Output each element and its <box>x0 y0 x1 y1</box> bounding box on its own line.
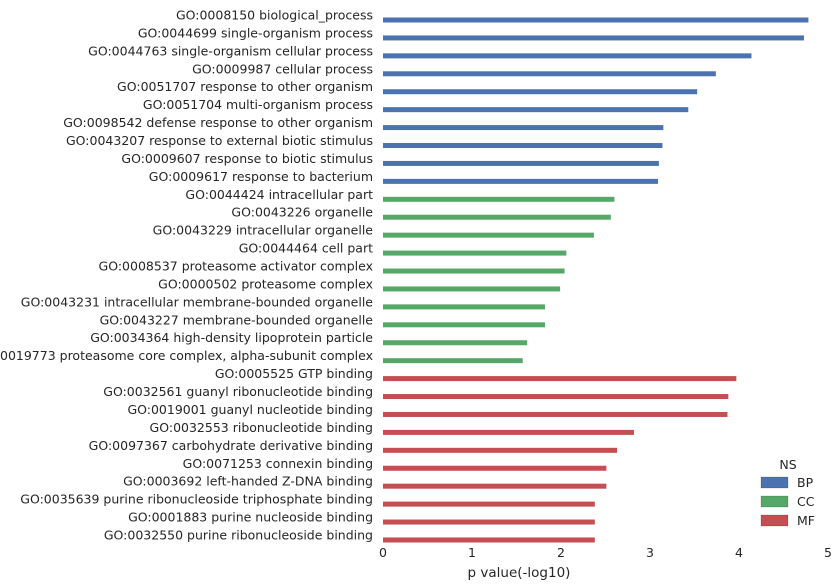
bar-cc <box>383 304 545 310</box>
category-label: GO:0019773 proteasome core complex, alph… <box>0 348 373 363</box>
category-label: GO:0005525 GTP binding <box>215 366 373 381</box>
bar-bp <box>383 107 689 113</box>
bar-bp <box>383 143 663 149</box>
x-axis-title: p value(-log10) <box>468 565 571 581</box>
bar-bp <box>383 160 659 166</box>
bar-bp <box>383 89 698 95</box>
bar-mf <box>383 483 607 489</box>
category-label: GO:0097367 carbohydrate derivative bindi… <box>89 438 373 453</box>
bar-cc <box>383 286 561 292</box>
category-label: GO:0034364 high-density lipoprotein part… <box>90 330 373 345</box>
legend-swatch-cc <box>760 495 789 508</box>
bar-cc <box>383 232 594 238</box>
category-label: GO:0098542 defense response to other org… <box>63 115 373 130</box>
bar-mf <box>383 465 607 471</box>
x-tick-label: 4 <box>735 545 743 560</box>
bar-cc <box>383 322 545 328</box>
bar-bp <box>383 17 809 23</box>
legend: NS BP CC MF <box>760 457 815 528</box>
bar-bp <box>383 35 804 41</box>
bar-bp <box>383 178 659 184</box>
category-label: GO:0051704 multi-organism process <box>143 97 373 112</box>
x-tick-label: 1 <box>468 545 476 560</box>
legend-swatch-mf <box>760 514 789 527</box>
legend-swatch-bp <box>760 476 789 489</box>
category-label: GO:0035639 purine ribonucleoside triphos… <box>20 492 373 507</box>
bar-bp <box>383 53 752 59</box>
category-label: GO:0008150 biological_process <box>176 8 373 23</box>
bar-cc <box>383 250 567 256</box>
bar-bp <box>383 125 664 131</box>
bar-cc <box>383 268 565 274</box>
bar-mf <box>383 537 595 543</box>
category-label: GO:0008537 proteasome activator complex <box>99 259 373 274</box>
category-label: GO:0003692 left-handed Z-DNA binding <box>123 474 373 489</box>
x-tick-label: 5 <box>824 545 832 560</box>
bar-mf <box>383 429 634 435</box>
category-label: GO:0043226 organelle <box>231 205 373 220</box>
category-label: GO:0009987 cellular process <box>192 61 373 76</box>
x-tick-label: 2 <box>557 545 565 560</box>
bars-group <box>383 17 809 543</box>
legend-label-cc: CC <box>797 494 815 509</box>
category-label: GO:0071253 connexin binding <box>183 456 373 471</box>
bar-cc <box>383 214 611 220</box>
category-label: GO:0044464 cell part <box>239 241 373 256</box>
bar-mf <box>383 519 595 525</box>
bar-cc <box>383 196 615 202</box>
bar-cc <box>383 358 523 364</box>
bar-mf <box>383 376 737 382</box>
x-tick-label: 3 <box>646 545 654 560</box>
category-label: GO:0044699 single-organism process <box>138 25 373 40</box>
category-label: GO:0043207 response to external biotic s… <box>66 133 373 148</box>
category-labels-group: GO:0008150 biological_process GO:0044699 … <box>0 8 373 543</box>
legend-label-mf: MF <box>797 513 815 528</box>
bar-cc <box>383 340 528 346</box>
legend-title: NS <box>779 457 796 472</box>
category-label: GO:0000502 proteasome complex <box>158 276 373 291</box>
category-label: GO:0019001 guanyl nucleotide binding <box>127 402 373 417</box>
category-label: GO:0043231 intracellular membrane-bounde… <box>21 294 374 309</box>
category-label: GO:0032550 purine ribonucleoside binding <box>104 527 373 542</box>
category-label: GO:0043229 intracellular organelle <box>153 223 374 238</box>
x-axis-ticks-group: 0 1 2 3 4 5 <box>379 545 832 560</box>
category-label: GO:0001883 purine nucleoside binding <box>128 510 373 525</box>
bar-mf <box>383 447 618 453</box>
bar-mf <box>383 394 729 400</box>
category-label: GO:0051707 response to other organism <box>117 79 373 94</box>
legend-label-bp: BP <box>797 475 814 490</box>
category-label: GO:0043227 membrane-bounded organelle <box>100 312 374 327</box>
category-label: GO:0044424 intracellular part <box>185 187 373 202</box>
category-label: GO:0009607 response to biotic stimulus <box>121 151 373 166</box>
category-label: GO:0032553 ribonucleotide binding <box>150 420 373 435</box>
legend-entries-group: BP CC MF <box>760 475 815 528</box>
bar-mf <box>383 411 728 417</box>
bar-bp <box>383 71 716 77</box>
category-label: GO:0044763 single-organism cellular proc… <box>88 43 373 58</box>
category-label: GO:0032561 guanyl ribonucleotide binding <box>103 384 373 399</box>
category-label: GO:0009617 response to bacterium <box>149 169 373 184</box>
x-tick-label: 0 <box>379 545 387 560</box>
bar-mf <box>383 501 595 507</box>
